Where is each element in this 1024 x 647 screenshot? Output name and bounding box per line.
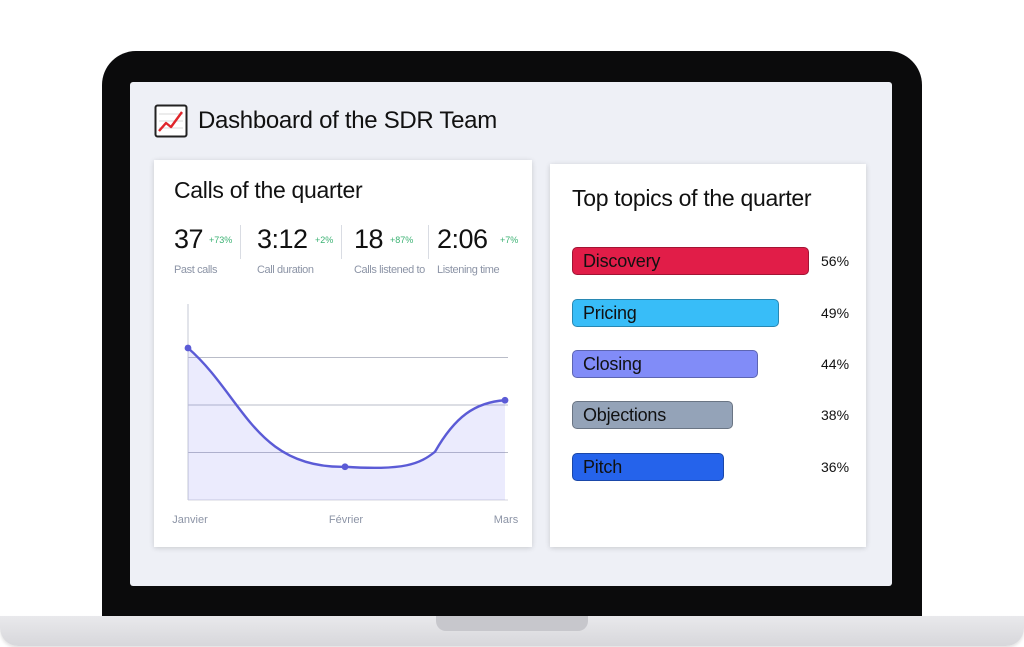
stat-divider	[428, 225, 429, 259]
stat-label: Listening time	[437, 264, 500, 276]
topic-label: Discovery	[583, 251, 661, 271]
stat-value: 2:06	[437, 224, 488, 254]
stat-value: 37	[174, 224, 204, 254]
topic-bar: Pitch	[572, 453, 724, 481]
topic-percentage: 44%	[821, 356, 850, 372]
stat-delta: +7%	[500, 235, 519, 245]
page-title: Dashboard of the SDR Team	[198, 107, 497, 134]
laptop-screen: Dashboard of the SDR Team Calls of the q…	[130, 82, 892, 586]
topic-row: Pitch 36%	[550, 453, 866, 483]
data-point	[184, 344, 192, 352]
stat-divider	[341, 225, 342, 259]
stat-value: 3:12	[257, 224, 308, 254]
topic-bar: Closing	[572, 350, 758, 378]
topic-row: Objections 38%	[550, 401, 866, 431]
data-point	[501, 396, 509, 404]
series-line	[187, 347, 506, 470]
topic-bar: Objections	[572, 401, 733, 429]
calls-card: Calls of the quarter 37 +73% Past calls …	[154, 160, 532, 547]
area-fill	[188, 348, 505, 500]
topic-percentage: 36%	[821, 459, 850, 475]
data-point	[341, 463, 349, 471]
topic-bar: Discovery	[572, 247, 809, 275]
topic-label: Pitch	[583, 457, 623, 477]
topic-percentage: 38%	[821, 407, 850, 423]
x-tick-label: Janvier	[172, 514, 208, 526]
stat-delta: +2%	[315, 235, 334, 245]
stat-delta: +87%	[390, 235, 414, 245]
x-tick-label: Mars	[494, 514, 519, 526]
topics-card: Top topics of the quarter Discovery 56% Pr…	[550, 164, 866, 547]
topics-card-title: Top topics of the quarter	[572, 185, 812, 211]
topic-label: Closing	[583, 354, 642, 374]
topic-row: Discovery 56%	[550, 247, 866, 277]
topic-percentage: 56%	[821, 253, 850, 269]
topic-percentage: 49%	[821, 305, 850, 321]
topic-row: Pricing 49%	[550, 299, 866, 329]
stat-label: Calls listened to	[354, 264, 425, 276]
page-header: Dashboard of the SDR Team	[154, 104, 497, 138]
topic-row: Closing 44%	[550, 350, 866, 380]
topic-bar: Pricing	[572, 299, 779, 327]
stat-delta: +73%	[209, 235, 233, 245]
topic-label: Objections	[583, 405, 667, 425]
stat-divider	[240, 225, 241, 259]
chart-increasing-icon	[154, 104, 188, 138]
stat-value: 18	[354, 224, 384, 254]
calls-card-title: Calls of the quarter	[174, 177, 363, 203]
stat-label: Past calls	[174, 264, 218, 276]
call-stats: 37 +73% Past calls 3:12 +2% Call duratio…	[174, 224, 524, 282]
topic-label: Pricing	[583, 303, 637, 323]
laptop-notch	[436, 616, 588, 631]
calls-line-chart: Janvier Février Mars	[172, 304, 519, 526]
stat-label: Call duration	[257, 264, 314, 276]
x-tick-label: Février	[329, 514, 364, 526]
